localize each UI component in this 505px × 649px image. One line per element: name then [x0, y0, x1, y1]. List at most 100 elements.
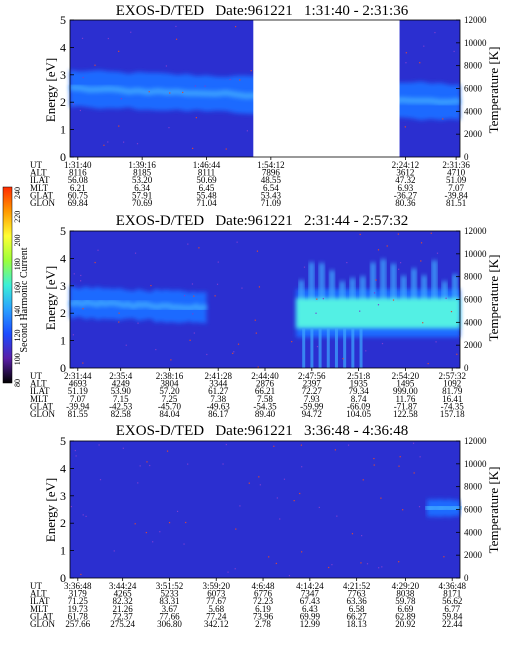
noise-speck: [241, 287, 243, 289]
panel-1-plot: 0 1 2 3 4 5 0 2000 4000 6000 8000 10000 12000: [60, 13, 487, 164]
noise-speck: [375, 279, 377, 281]
noise-speck: [276, 497, 278, 499]
noise-speck: [443, 556, 445, 558]
noise-speck: [413, 472, 415, 474]
noise-speck: [246, 130, 248, 132]
orbit-value: 3179: [69, 589, 88, 599]
noise-speck: [316, 298, 318, 300]
energy-tick-label: 2: [60, 306, 66, 320]
orbit-value: 4265: [114, 589, 133, 599]
orbit-value: 16.41: [442, 394, 462, 404]
panel-2: EXOS-D/TED Date:961221 2:31:44 - 2:57:32…: [30, 213, 501, 419]
noise-speck: [399, 456, 401, 458]
noise-speck: [193, 332, 195, 334]
energy-band-core: [424, 499, 463, 518]
orbit-value: 59.84: [442, 611, 463, 621]
noise-speck: [222, 463, 224, 465]
orbit-row-label: MLT: [30, 604, 49, 614]
orbit-value: 2876: [256, 379, 275, 389]
orbit-value: -39.94: [66, 401, 90, 411]
temperature-tick-label: 6000: [464, 505, 483, 515]
orbit-row-label: GLAT: [30, 190, 53, 200]
orbit-value: 51.09: [446, 175, 467, 185]
noise-speck: [80, 573, 82, 576]
noise-speck: [98, 444, 100, 446]
orbit-value: 2:41:28: [204, 371, 232, 381]
noise-speck: [70, 505, 72, 508]
noise-speck: [366, 563, 369, 565]
orbit-value: 7347: [301, 589, 320, 599]
temperature-tick-label: 10000: [464, 459, 487, 469]
orbit-value: -66.09: [347, 401, 371, 411]
noise-speck: [419, 456, 421, 458]
noise-speck: [453, 50, 455, 53]
noise-speck: [239, 505, 241, 507]
orbit-value: 7.07: [448, 183, 464, 193]
noise-speck: [377, 304, 380, 306]
noise-speck: [293, 500, 295, 502]
noise-speck: [392, 299, 395, 301]
orbit-row-label: UT: [30, 371, 42, 381]
energy-tick-label: 3: [60, 489, 66, 503]
orbit-value: -71.87: [394, 401, 418, 411]
panel-2-plot: 0 1 2 3 4 5 0 2000 4000 6000 8000 10000 12000: [60, 224, 487, 375]
noise-speck: [430, 232, 432, 234]
hot-region-core: [296, 298, 460, 329]
colorbar-tick-label: 180: [13, 258, 22, 270]
noise-speck: [125, 344, 127, 346]
noise-speck: [134, 252, 137, 254]
noise-speck: [412, 442, 415, 444]
noise-speck: [175, 38, 178, 40]
energy-tick-label: 5: [60, 434, 66, 448]
orbit-value: 72.27: [302, 386, 323, 396]
orbit-value: 77.24: [206, 611, 227, 621]
noise-speck: [148, 91, 150, 93]
noise-speck: [175, 25, 177, 28]
noise-speck: [85, 515, 87, 518]
noise-speck: [225, 148, 227, 150]
orbit-value: 6.54: [263, 183, 279, 193]
temperature-tick-label: 6000: [464, 295, 483, 305]
orbit-row-label: GLAT: [30, 401, 53, 411]
orbit-value: 86.17: [208, 409, 229, 419]
noise-speck: [107, 37, 109, 40]
noise-speck: [107, 141, 109, 143]
orbit-row-label: ILAT: [30, 596, 50, 606]
noise-speck: [359, 233, 361, 236]
hot-streak: [351, 328, 355, 368]
colorbar-tick-label: 80: [13, 379, 22, 387]
noise-speck: [359, 310, 361, 312]
orbit-value: 82.32: [113, 596, 133, 606]
orbit-row-label: UT: [30, 581, 42, 591]
orbit-value: 2:31:36: [442, 160, 470, 170]
noise-speck: [130, 31, 132, 33]
orbit-value: 4:6:48: [252, 581, 276, 591]
orbit-value: 1:46:44: [193, 160, 221, 170]
orbit-value: 61.27: [208, 386, 229, 396]
noise-speck: [398, 465, 400, 467]
temperature-tick-label: 4000: [464, 317, 483, 327]
orbit-value: 3:51:52: [156, 581, 184, 591]
orbit-value: 73.96: [253, 611, 274, 621]
noise-speck: [405, 62, 407, 64]
orbit-value: 70.69: [132, 198, 153, 208]
orbit-value: 7.25: [162, 394, 178, 404]
orbit-value: 71.09: [261, 198, 282, 208]
orbit-value: 6073: [207, 589, 226, 599]
noise-speck: [256, 250, 259, 252]
panel-3-title: EXOS-D/TED Date:961221 3:36:48 - 4:36:48: [116, 423, 408, 439]
hot-streak: [326, 328, 330, 368]
noise-speck: [192, 147, 194, 150]
noise-speck: [225, 443, 227, 446]
orbit-value: 1:39:16: [128, 160, 156, 170]
orbit-value: 69.84: [68, 198, 89, 208]
orbit-value: 6.77: [444, 604, 460, 614]
orbit-row-label: ALT: [30, 379, 47, 389]
noise-speck: [235, 25, 237, 28]
noise-speck: [182, 91, 184, 94]
orbit-value: 8171: [443, 589, 461, 599]
temperature-tick-label: 2000: [464, 129, 483, 139]
orbit-value: 61.78: [68, 611, 89, 621]
orbit-value: 1:31:40: [64, 160, 92, 170]
